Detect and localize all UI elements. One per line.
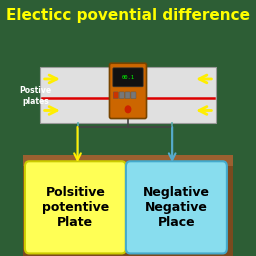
FancyBboxPatch shape — [113, 92, 118, 99]
FancyBboxPatch shape — [131, 92, 136, 99]
FancyBboxPatch shape — [125, 92, 130, 99]
Text: 00.1: 00.1 — [122, 75, 134, 80]
FancyBboxPatch shape — [23, 155, 233, 166]
FancyBboxPatch shape — [119, 92, 124, 99]
FancyBboxPatch shape — [126, 161, 227, 253]
FancyBboxPatch shape — [40, 67, 216, 123]
FancyBboxPatch shape — [113, 68, 143, 87]
Text: Postive
plates: Postive plates — [19, 86, 51, 106]
Text: Neglative
Negative
Place: Neglative Negative Place — [143, 186, 210, 229]
FancyBboxPatch shape — [110, 63, 146, 119]
FancyBboxPatch shape — [25, 161, 126, 253]
Text: Electicc povential difference: Electicc povential difference — [6, 8, 250, 23]
FancyBboxPatch shape — [23, 159, 233, 256]
FancyBboxPatch shape — [23, 0, 233, 166]
Text: Polsitive
potentive
Plate: Polsitive potentive Plate — [42, 186, 109, 229]
Circle shape — [125, 106, 131, 113]
